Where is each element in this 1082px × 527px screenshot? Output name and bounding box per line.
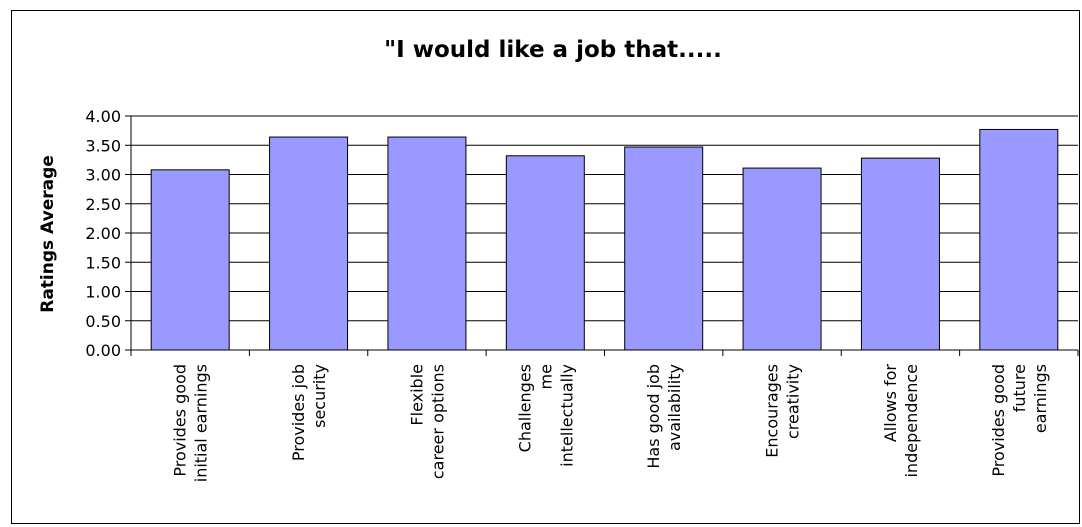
bar (270, 137, 348, 350)
y-tick-label: 2.50 (85, 195, 121, 214)
chart-title: "I would like a job that..... (384, 37, 722, 63)
y-tick-label: 0.50 (85, 312, 121, 331)
x-category-label: Encourages creativity (763, 364, 803, 458)
x-category-label: Provides good initial earnings (171, 364, 211, 482)
x-category-label-line: Provides job (289, 364, 308, 461)
x-category-label-line: intellectually (557, 364, 576, 467)
x-category-label-line: earnings (1031, 364, 1050, 433)
y-tick-label: 1.00 (85, 283, 121, 302)
bar (151, 170, 229, 350)
x-category-label: Challenges me intellectually (515, 364, 576, 467)
x-category-label: Provides job security (289, 364, 329, 461)
y-axis-label: Ratings Average (38, 155, 58, 313)
x-category-label-line: Has good job (644, 364, 663, 469)
y-tick-label: 3.00 (85, 166, 121, 185)
bar (743, 168, 821, 350)
x-category-label-line: Challenges (515, 364, 534, 452)
x-category-label-line: availability (665, 364, 684, 451)
x-category-label-line: career options (428, 364, 447, 479)
bar (861, 158, 939, 350)
x-category-label-line: Flexible (407, 364, 426, 426)
y-tick-label: 4.00 (85, 107, 121, 126)
x-category-label-line: security (310, 364, 329, 428)
x-category-label-line: Provides good (989, 364, 1008, 477)
x-category-label-line: creativity (784, 364, 803, 439)
bar (388, 137, 466, 350)
x-category-label: Allows for independence (881, 364, 921, 478)
x-category-label-line: independence (902, 364, 921, 478)
x-category-label-line: Provides good (171, 364, 190, 477)
x-category-label-line: Allows for (881, 364, 900, 443)
y-tick-label: 2.00 (85, 224, 121, 243)
bar (506, 156, 584, 350)
bars (151, 129, 1058, 350)
x-category-label-line: initial earnings (192, 364, 211, 482)
x-category-label: Has good job availability (644, 364, 684, 469)
x-category-labels: Provides good initial earnings Provides jo… (171, 364, 1050, 483)
y-tick-labels: 0.00 0.50 1.00 1.50 2.00 2.50 3.00 3.50 4.00 (85, 107, 121, 360)
x-category-label-line: Encourages (763, 364, 782, 458)
y-tick-label: 1.50 (85, 253, 121, 272)
bar (625, 147, 703, 350)
y-tick-label: 0.00 (85, 341, 121, 360)
x-category-label-line: me (536, 364, 555, 389)
x-category-label-line: future (1010, 364, 1029, 412)
bar (980, 129, 1058, 350)
x-category-label: Provides good future earnings (989, 364, 1050, 477)
y-tick-label: 3.50 (85, 136, 121, 155)
x-category-label: Flexible career options (407, 364, 447, 479)
